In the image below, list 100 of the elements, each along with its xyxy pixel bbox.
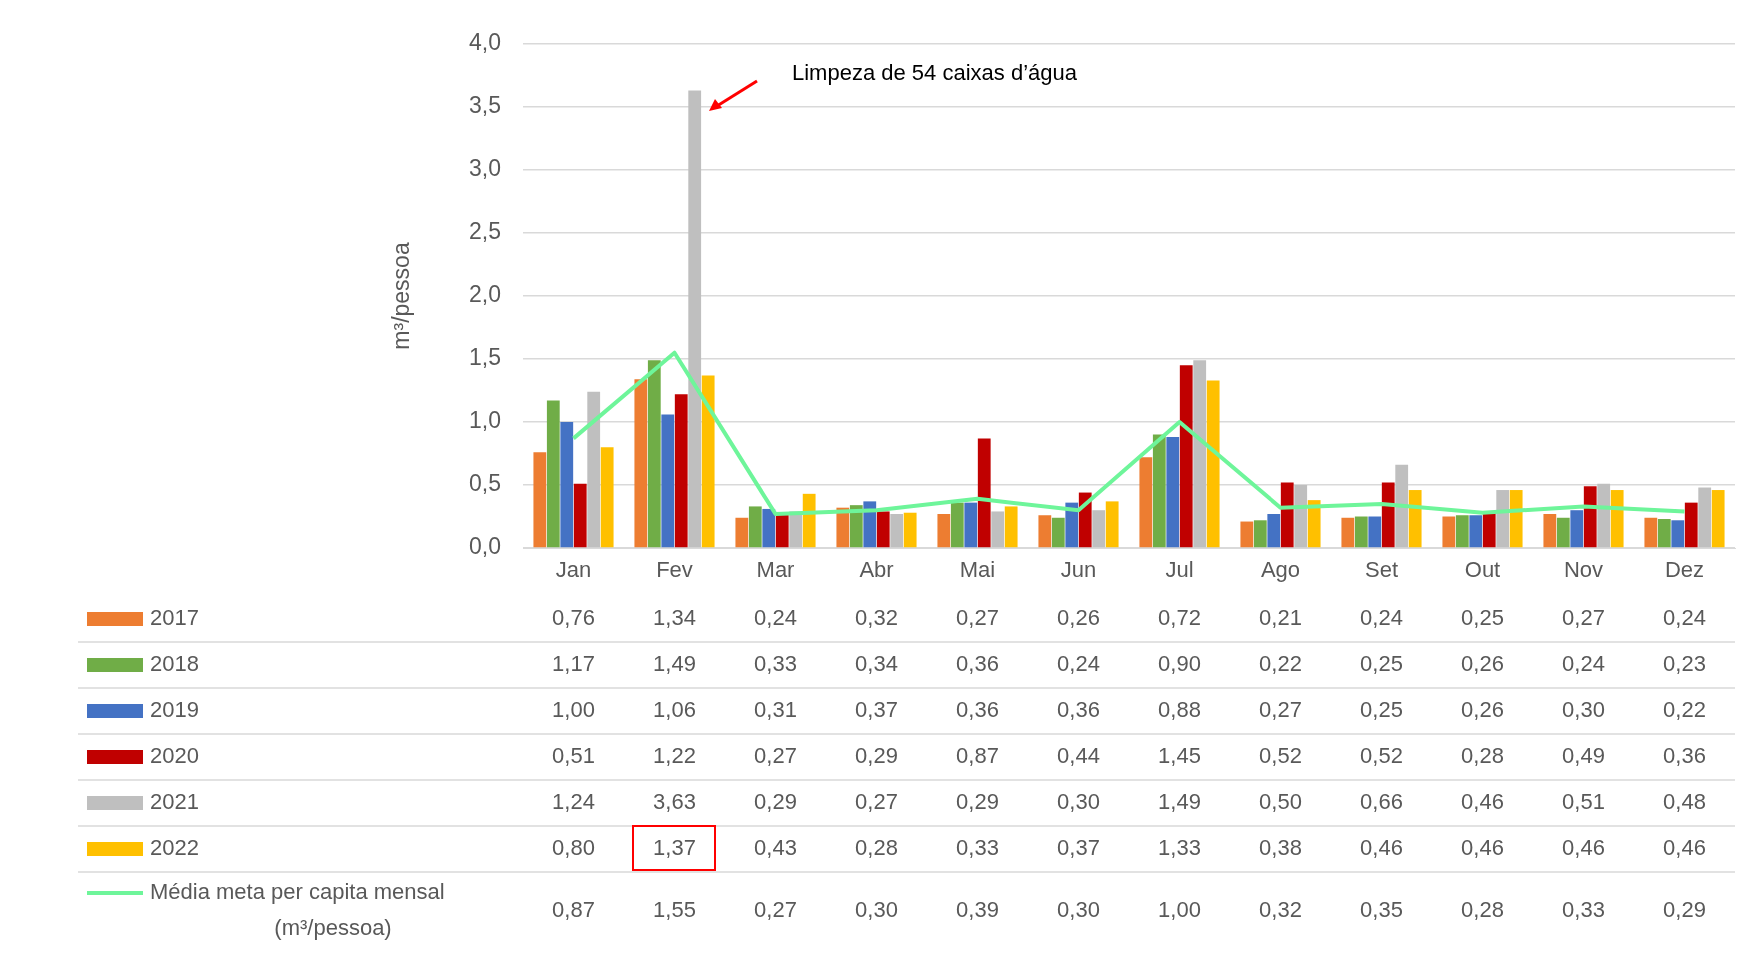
- data-label: 0,44: [1057, 743, 1100, 769]
- data-label: 0,51: [552, 743, 595, 769]
- bar: [1455, 515, 1469, 548]
- bar: [647, 360, 661, 548]
- data-label: 0,24: [1562, 651, 1605, 677]
- bar: [762, 508, 776, 548]
- data-label: 0,87: [956, 743, 999, 769]
- data-label: 0,37: [1057, 835, 1100, 861]
- data-label: 0,28: [1461, 897, 1504, 923]
- data-label: 0,46: [1360, 835, 1403, 861]
- data-label: 0,34: [855, 651, 898, 677]
- bar: [1395, 464, 1409, 548]
- bar: [1267, 513, 1281, 548]
- bar: [1240, 521, 1254, 548]
- bar: [836, 507, 850, 548]
- legend-label: 2020: [150, 743, 199, 769]
- bar: [1092, 510, 1106, 548]
- data-label: 0,27: [754, 743, 797, 769]
- bar: [849, 505, 863, 548]
- x-tick-label: Jan: [555, 557, 592, 583]
- bar: [1583, 486, 1597, 548]
- data-label: 0,30: [1562, 697, 1605, 723]
- bar: [1051, 517, 1065, 548]
- bar: [1078, 492, 1092, 548]
- x-tick-label: Dez: [1664, 557, 1705, 583]
- data-label: 0,29: [855, 743, 898, 769]
- data-label: 0,80: [552, 835, 595, 861]
- x-tick-label: Nov: [1563, 557, 1604, 583]
- data-label: 0,24: [1663, 605, 1706, 631]
- data-label: 0,32: [855, 605, 898, 631]
- bar: [977, 438, 991, 548]
- data-label: 0,30: [1057, 897, 1100, 923]
- y-tick-label: 0,0: [469, 533, 501, 560]
- data-label: 1,37: [653, 835, 696, 861]
- bar: [1671, 520, 1685, 548]
- bar: [600, 447, 614, 548]
- data-label: 0,29: [754, 789, 797, 815]
- data-label: 0,23: [1663, 651, 1706, 677]
- bar: [661, 414, 675, 548]
- data-label: 0,25: [1360, 651, 1403, 677]
- bar: [964, 502, 978, 548]
- bar: [748, 506, 762, 548]
- data-label: 0,76: [552, 605, 595, 631]
- bar: [546, 400, 560, 548]
- bar: [890, 513, 904, 548]
- bar: [863, 501, 877, 548]
- bar: [1294, 485, 1308, 548]
- bar: [1179, 365, 1193, 548]
- data-label: 0,33: [956, 835, 999, 861]
- data-label: 1,55: [653, 897, 696, 923]
- bar: [674, 394, 688, 548]
- bar: [735, 517, 749, 548]
- bar: [1381, 482, 1395, 548]
- bar: [1354, 516, 1368, 548]
- data-label: 0,25: [1461, 605, 1504, 631]
- bar: [587, 391, 601, 548]
- x-tick-label: Mar: [756, 557, 795, 583]
- data-label: 0,28: [855, 835, 898, 861]
- bar: [991, 511, 1005, 548]
- bar: [1684, 502, 1698, 548]
- data-label: 0,24: [754, 605, 797, 631]
- y-tick-label: 2,0: [469, 281, 501, 308]
- bar: [688, 90, 702, 548]
- data-label: 0,24: [1360, 605, 1403, 631]
- data-label: 0,36: [1057, 697, 1100, 723]
- bar: [634, 379, 648, 548]
- data-label: 1,34: [653, 605, 696, 631]
- data-label: 0,32: [1259, 897, 1302, 923]
- y-tick-label: 1,0: [469, 407, 501, 434]
- data-label: 0,26: [1461, 651, 1504, 677]
- bar: [560, 422, 574, 548]
- bar: [1408, 490, 1422, 548]
- data-label: 0,33: [754, 651, 797, 677]
- data-label: 0,27: [1562, 605, 1605, 631]
- bar: [701, 375, 715, 548]
- data-label: 1,00: [1158, 897, 1201, 923]
- bar: [573, 483, 587, 548]
- bar: [1482, 512, 1496, 548]
- bar: [1496, 490, 1510, 548]
- data-label: 0,36: [956, 697, 999, 723]
- bar: [1556, 517, 1570, 548]
- data-label: 0,66: [1360, 789, 1403, 815]
- data-label: 0,26: [1057, 605, 1100, 631]
- y-tick-label: 1,5: [469, 344, 501, 371]
- data-label: 0,38: [1259, 835, 1302, 861]
- data-label: 0,90: [1158, 651, 1201, 677]
- y-tick-label: 0,5: [469, 470, 501, 497]
- x-tick-label: Jun: [1060, 557, 1097, 583]
- data-label: 0,27: [855, 789, 898, 815]
- y-axis-title: m³/pessoa: [388, 242, 415, 350]
- data-label: 0,30: [1057, 789, 1100, 815]
- bar: [903, 512, 917, 548]
- data-label: 0,31: [754, 697, 797, 723]
- x-tick-label: Abr: [859, 557, 894, 583]
- data-label: 0,50: [1259, 789, 1302, 815]
- bar: [1105, 501, 1119, 548]
- bar: [1065, 502, 1079, 548]
- data-label: 1,24: [552, 789, 595, 815]
- x-tick-label: Out: [1464, 557, 1501, 583]
- bar: [950, 502, 964, 548]
